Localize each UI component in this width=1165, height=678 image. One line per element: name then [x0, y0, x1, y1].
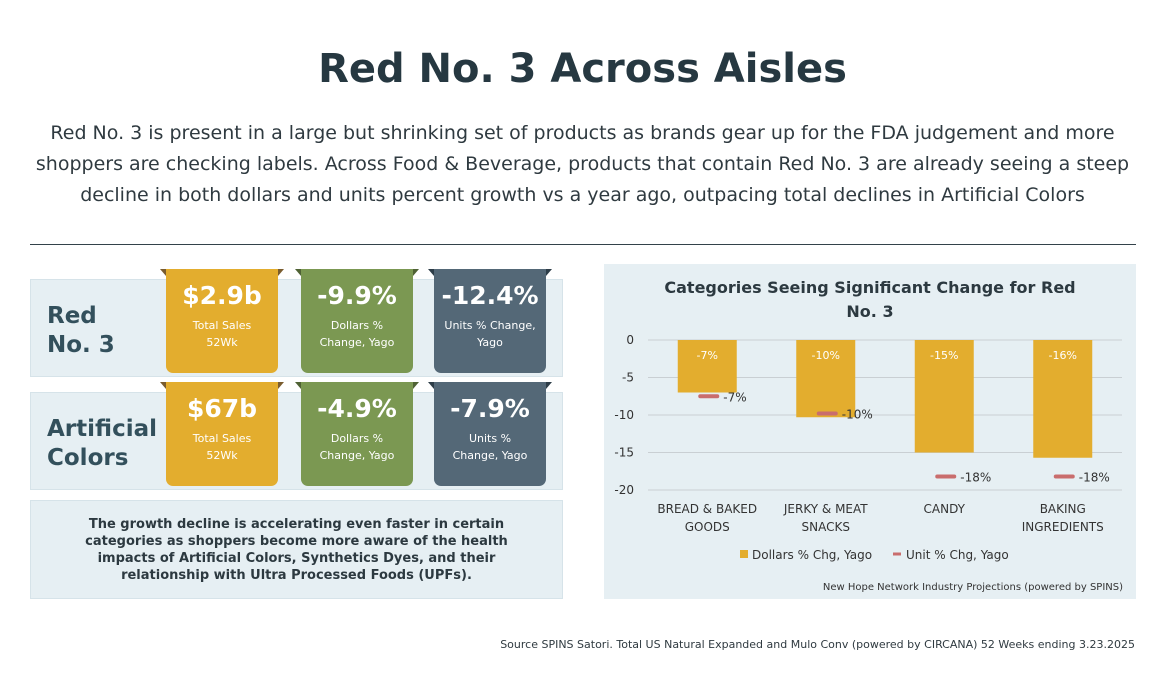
tile-value: -12.4%: [441, 281, 539, 310]
divider: [30, 244, 1136, 245]
tile-units-change: -7.9% Units % Change, Yago: [428, 382, 552, 486]
bar-data-label: -16%: [1049, 349, 1077, 362]
row-label-line1: Artificial: [47, 416, 157, 442]
tile-value: -9.9%: [317, 281, 397, 310]
bar: [677, 340, 737, 393]
tile-dollars-change: -4.9% Dollars % Change, Yago: [295, 382, 419, 486]
y-tick-label: -10: [614, 408, 634, 422]
tile-value: $2.9b: [182, 281, 262, 310]
x-tick-label: SNACKS: [802, 520, 850, 534]
x-tick-label: BREAD & BAKED: [657, 502, 757, 516]
tile-label: Total Sales 52Wk: [192, 432, 252, 462]
legend-swatch-dollars: [740, 550, 748, 558]
tile-total-sales: $2.9b Total Sales 52Wk: [160, 269, 284, 373]
bar: [796, 340, 856, 418]
tile-total-sales: $67b Total Sales 52Wk: [160, 382, 284, 486]
chart-footnote: New Hope Network Industry Projections (p…: [823, 582, 1123, 593]
insight-note: The growth decline is accelerating even …: [30, 500, 563, 599]
tile-label: Units % Change, Yago: [444, 319, 536, 349]
marker-data-label: -18%: [960, 471, 991, 485]
y-tick-label: -20: [614, 483, 634, 497]
page-title: Red No. 3 Across Aisles: [318, 46, 847, 92]
legend-label: Unit % Chg, Yago: [906, 548, 1009, 562]
row-label: Red No. 3: [47, 302, 115, 360]
row-label-line2: Colors: [47, 445, 129, 471]
legend-label: Dollars % Chg, Yago: [752, 548, 872, 562]
marker-data-label: -10%: [842, 408, 873, 422]
bar-data-label: -15%: [930, 349, 958, 362]
chart-panel: Categories Seeing Significant Change for…: [604, 264, 1136, 599]
category-change-chart: Categories Seeing Significant Change for…: [614, 278, 1123, 593]
bar: [914, 340, 974, 453]
tile-units-change: -12.4% Units % Change, Yago: [428, 269, 552, 373]
marker-data-label: -7%: [723, 390, 746, 404]
intro-paragraph: Red No. 3 is present in a large but shri…: [35, 122, 1130, 206]
row-label-line1: Red: [47, 303, 97, 329]
x-tick-label: JERKY & MEAT: [783, 502, 868, 516]
tile-value: -4.9%: [317, 394, 397, 423]
row-label: Artificial Colors: [47, 415, 157, 473]
tile-value: -7.9%: [450, 394, 530, 423]
x-tick-label: GOODS: [685, 520, 730, 534]
source-note: Source SPINS Satori. Total US Natural Ex…: [500, 638, 1135, 651]
y-tick-label: 0: [626, 333, 634, 347]
x-tick-label: CANDY: [924, 502, 966, 516]
bar-data-label: -7%: [697, 349, 718, 362]
tile-value: $67b: [186, 394, 258, 423]
row-label-line2: No. 3: [47, 332, 115, 358]
tile-label: Units % Change, Yago: [452, 432, 528, 462]
tile-label: Dollars % Change, Yago: [319, 432, 395, 462]
x-tick-label: INGREDIENTS: [1022, 520, 1104, 534]
tile-label: Dollars % Change, Yago: [319, 319, 395, 349]
tile-dollars-change: -9.9% Dollars % Change, Yago: [295, 269, 419, 373]
chart-title: No. 3: [846, 302, 893, 321]
y-tick-label: -5: [622, 371, 634, 385]
tile-label: Total Sales 52Wk: [192, 319, 252, 349]
chart-title: Categories Seeing Significant Change for…: [664, 278, 1075, 297]
y-tick-label: -15: [614, 446, 634, 460]
bar-data-label: -10%: [812, 349, 840, 362]
x-tick-label: BAKING: [1040, 502, 1086, 516]
bar: [1033, 340, 1093, 458]
marker-data-label: -18%: [1079, 471, 1110, 485]
